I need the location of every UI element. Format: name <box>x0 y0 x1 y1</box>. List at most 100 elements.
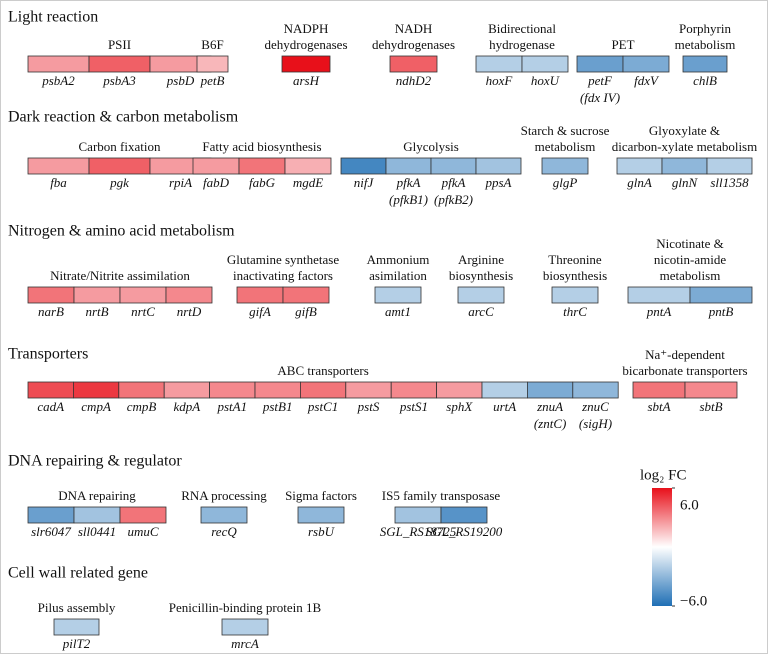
section-title: Nitrogen & amino acid metabolism <box>8 223 235 240</box>
gene-label: pntB <box>708 304 734 319</box>
gene-label: hoxU <box>531 73 561 88</box>
gene-cell <box>394 506 442 524</box>
gene-label: ndhD2 <box>396 73 432 88</box>
gene-label: pfkA <box>441 175 466 190</box>
gene-cell <box>284 157 332 175</box>
gene-cell <box>682 55 728 73</box>
gene-cell <box>661 157 708 175</box>
gene-label: sbtB <box>699 399 722 414</box>
group-name: B6F <box>201 37 223 52</box>
group-name: Glutamine synthetase <box>227 252 340 267</box>
group-name: biosynthesis <box>449 268 513 283</box>
section-title: Cell wall related gene <box>8 565 148 582</box>
group-name: Porphyrin <box>679 21 732 36</box>
gene-cell <box>238 157 286 175</box>
group-name: Penicillin-binding protein 1B <box>169 600 322 615</box>
gene-label: pfkA <box>396 175 421 190</box>
group-name: Bidirectional <box>488 21 556 36</box>
group-name: hydrogenase <box>489 37 555 52</box>
group-name: dehydrogenases <box>264 37 347 52</box>
gene-label: pstS <box>357 399 380 414</box>
group-name: dicarbon-xylate metabolism <box>612 139 757 154</box>
group-name: Glyoxylate & <box>649 123 720 138</box>
group-name: Arginine <box>458 252 504 267</box>
gene-label: petF <box>587 73 613 88</box>
gene-cell <box>622 55 670 73</box>
gene-cell <box>684 381 738 399</box>
gene-cell <box>430 157 477 175</box>
gene-label: rsbU <box>308 524 336 539</box>
group-name: Threonine <box>548 252 602 267</box>
group-name: metabolism <box>660 268 721 283</box>
section-title: Dark reaction & carbon metabolism <box>8 109 239 126</box>
gene-cell <box>73 506 121 524</box>
gene-cell <box>27 55 90 73</box>
section-title: Light reaction <box>8 9 98 26</box>
gene-cell <box>481 381 528 399</box>
gene-label: pstB1 <box>262 399 293 414</box>
section-title: DNA repairing & regulator <box>8 453 182 470</box>
group-name: metabolism <box>675 37 736 52</box>
gene-cell <box>576 55 624 73</box>
gene-label: narB <box>38 304 64 319</box>
gene-label: fdxV <box>634 73 660 88</box>
gene-cell <box>118 381 165 399</box>
gene-cell <box>88 55 151 73</box>
gene-cell <box>706 157 753 175</box>
gene-cell <box>200 506 248 524</box>
gene-cell <box>119 506 167 524</box>
group-name: PET <box>611 37 634 52</box>
gene-label: nrtC <box>131 304 155 319</box>
group-name: asimilation <box>369 268 427 283</box>
gene-cell <box>440 506 488 524</box>
gene-label: psbD <box>166 73 195 88</box>
gene-cell <box>632 381 686 399</box>
gene-label: urtA <box>493 399 516 414</box>
gene-note: (pfkB1) <box>389 192 428 207</box>
gene-label: pstC1 <box>307 399 338 414</box>
gene-cell <box>385 157 432 175</box>
group-name: NADH <box>395 21 433 36</box>
gene-cell <box>281 55 331 73</box>
group-name: RNA processing <box>181 488 267 503</box>
gene-label: pstA1 <box>216 399 247 414</box>
gene-label: sphX <box>446 399 473 414</box>
gene-cell <box>627 286 691 304</box>
gene-label: chlB <box>693 73 717 88</box>
gene-label: pntA <box>646 304 672 319</box>
gene-cell <box>389 55 438 73</box>
gene-cell <box>436 381 483 399</box>
group-name: Sigma factors <box>285 488 357 503</box>
gene-label: kdpA <box>174 399 201 414</box>
gene-label: arsH <box>293 73 320 88</box>
gene-label: sll1358 <box>710 175 749 190</box>
colorbar-tick-label: 6.0 <box>680 497 699 513</box>
gene-cell <box>541 157 589 175</box>
group-name: Starch & sucrose <box>521 123 610 138</box>
gene-label: recQ <box>211 524 237 539</box>
gene-label: sbtA <box>647 399 670 414</box>
gene-label: fabG <box>249 175 276 190</box>
gene-label: nifJ <box>354 175 375 190</box>
gene-cell <box>254 381 301 399</box>
gene-cell <box>53 618 100 636</box>
group-name: Ammonium <box>367 252 430 267</box>
gene-label: cmpA <box>81 399 111 414</box>
gene-cell <box>390 381 438 399</box>
group-name: metabolism <box>535 139 596 154</box>
gene-label: pstS1 <box>399 399 428 414</box>
group-name: Pilus assembly <box>38 600 116 615</box>
gene-label: mgdE <box>293 175 323 190</box>
gene-cell <box>27 381 74 399</box>
gene-label: umuC <box>127 524 158 539</box>
group-name: Fatty acid biosynthesis <box>202 139 321 154</box>
gene-cell <box>221 618 269 636</box>
group-name: bicarbonate transporters <box>622 363 747 378</box>
gene-label: petB <box>200 73 225 88</box>
group-name: Glycolysis <box>403 139 459 154</box>
group-name: Nitrate/Nitrite assimilation <box>50 268 190 283</box>
gene-label: cmpB <box>127 399 157 414</box>
gene-label: gifA <box>249 304 271 319</box>
gene-cell <box>521 55 569 73</box>
gene-label: psbA2 <box>41 73 75 88</box>
